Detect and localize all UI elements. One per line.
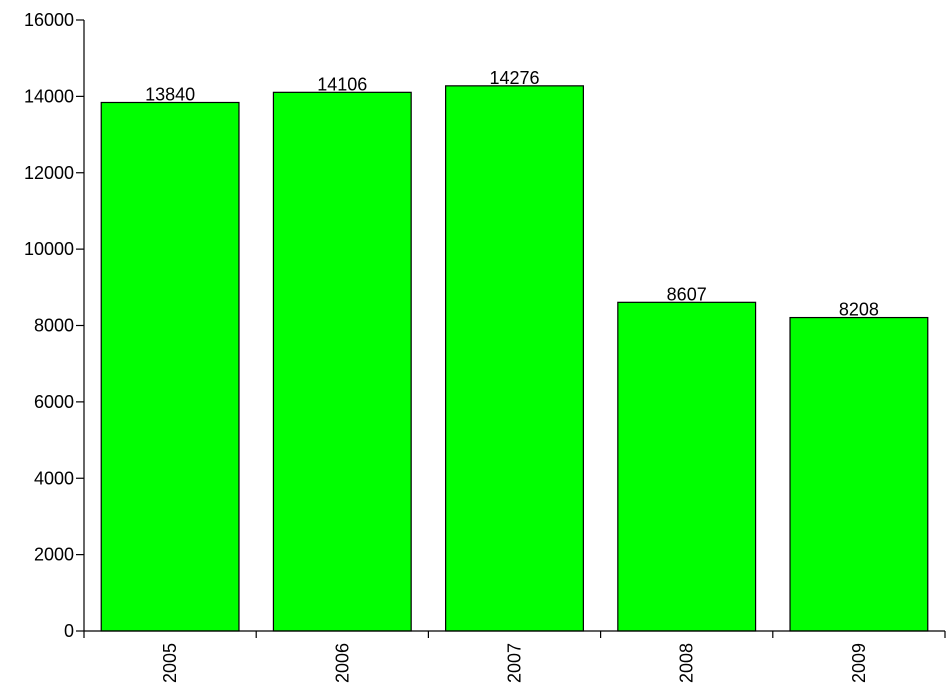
x-category-label: 2006 — [332, 643, 352, 683]
bar-value-label: 14276 — [489, 68, 539, 88]
y-tick-label: 2000 — [34, 545, 74, 565]
y-tick-label: 0 — [64, 621, 74, 641]
bars-group — [100, 85, 929, 632]
bar-2009 — [789, 316, 929, 632]
bar-2006 — [272, 91, 412, 632]
x-category-label: 2007 — [505, 643, 525, 683]
bar-labels-group: 13840 14106 14276 8607 8208 — [145, 68, 879, 320]
x-ticks-group: 2005 2006 2007 2008 2009 — [83, 631, 946, 683]
bar-2005 — [100, 101, 240, 632]
y-tick-label: 8000 — [34, 316, 74, 336]
y-tick-label: 14000 — [24, 86, 74, 106]
x-category-label: 2005 — [160, 643, 180, 683]
x-category-label: 2009 — [849, 643, 869, 683]
bar-value-label: 8208 — [839, 300, 879, 320]
bar-value-label: 13840 — [145, 84, 195, 104]
bar-2007 — [445, 85, 584, 632]
x-category-label: 2008 — [677, 643, 697, 683]
bar-value-label: 14106 — [317, 74, 367, 94]
y-tick-label: 12000 — [24, 163, 74, 183]
bar-value-label: 8607 — [667, 284, 707, 304]
bar-2008 — [617, 301, 757, 632]
y-tick-label: 4000 — [34, 468, 74, 488]
y-tick-label: 16000 — [24, 10, 74, 30]
y-tick-label: 10000 — [24, 239, 74, 259]
y-ticks-group: 0 2000 4000 6000 8000 10000 12000 14000 16000 — [24, 10, 84, 641]
y-tick-label: 6000 — [34, 392, 74, 412]
